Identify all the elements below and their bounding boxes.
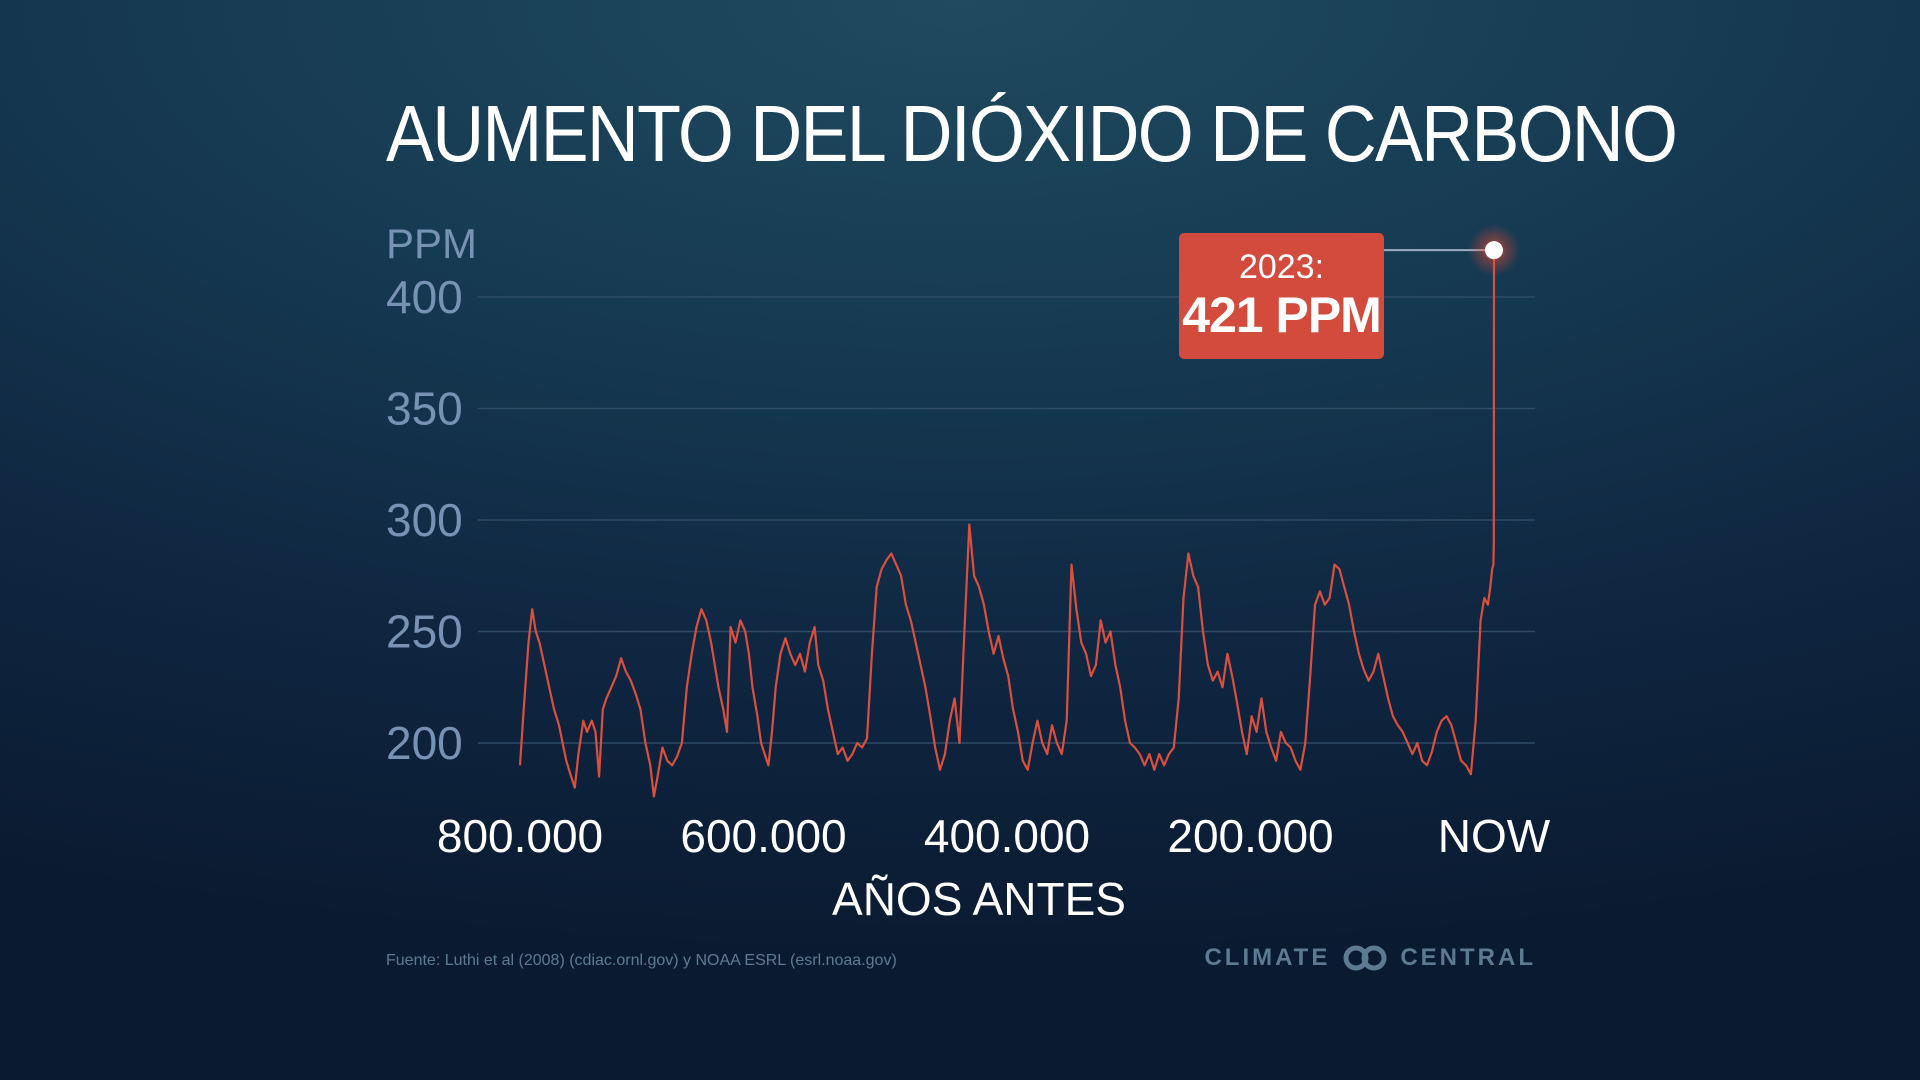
source-note: Fuente: Luthi et al (2008) (cdiac.ornl.g… xyxy=(386,952,897,969)
logo-text-left: CLIMATE xyxy=(1204,944,1331,971)
callout-value: 421 PPM xyxy=(1182,287,1382,343)
current-value-marker xyxy=(1485,241,1503,260)
x-axis-ticks: 800.000 600.000 400.000 200.000 NOW xyxy=(437,810,1551,862)
x-tick-label: NOW xyxy=(1438,810,1551,862)
x-axis-label: AÑOS ANTES xyxy=(832,873,1126,925)
y-axis-ticks: 200 250 300 350 400 xyxy=(386,271,463,769)
x-tick-label: 600.000 xyxy=(680,810,846,862)
co2-series-line xyxy=(518,250,1496,798)
y-tick-label: 300 xyxy=(386,494,463,546)
callout-year: 2023: xyxy=(1238,248,1325,286)
gridlines xyxy=(478,296,1535,744)
y-tick-label: 400 xyxy=(386,271,463,323)
current-value-callout: 2023: 421 PPM xyxy=(1179,233,1384,359)
y-tick-label: 250 xyxy=(386,606,463,658)
climate-central-logo: CLIMATE CENTRAL xyxy=(1204,944,1536,972)
chart-title: AUMENTO DEL DIÓXIDO DE CARBONO xyxy=(386,89,1678,178)
y-tick-label: 200 xyxy=(386,717,463,769)
y-axis-unit-label: PPM xyxy=(386,220,477,267)
logo-text-right: CENTRAL xyxy=(1400,944,1536,971)
x-tick-label: 400.000 xyxy=(924,810,1090,862)
x-tick-label: 800.000 xyxy=(437,810,603,862)
y-tick-label: 350 xyxy=(386,383,463,435)
linked-rings-icon xyxy=(1340,945,1390,971)
x-tick-label: 200.000 xyxy=(1167,810,1333,862)
